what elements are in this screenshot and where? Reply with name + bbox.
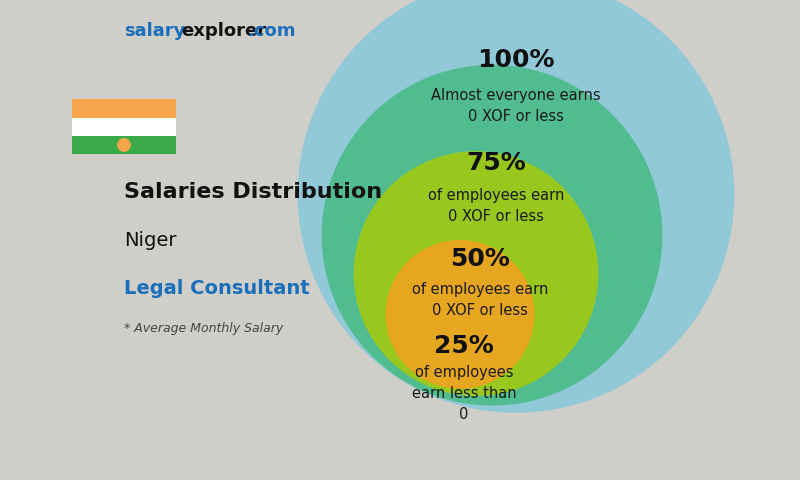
Text: explorer: explorer bbox=[182, 22, 266, 40]
Ellipse shape bbox=[386, 240, 534, 389]
Ellipse shape bbox=[117, 138, 131, 152]
Text: Salaries Distribution: Salaries Distribution bbox=[124, 182, 382, 202]
FancyBboxPatch shape bbox=[72, 136, 176, 154]
Text: 50%: 50% bbox=[450, 247, 510, 271]
FancyBboxPatch shape bbox=[72, 99, 176, 118]
Text: Almost everyone earns
0 XOF or less: Almost everyone earns 0 XOF or less bbox=[431, 87, 601, 123]
Text: of employees
earn less than
0: of employees earn less than 0 bbox=[412, 365, 516, 422]
Text: of employees earn
0 XOF or less: of employees earn 0 XOF or less bbox=[428, 188, 564, 224]
FancyBboxPatch shape bbox=[72, 118, 176, 136]
Text: salary: salary bbox=[124, 22, 186, 40]
Text: Niger: Niger bbox=[124, 230, 177, 250]
Text: of employees earn
0 XOF or less: of employees earn 0 XOF or less bbox=[412, 282, 548, 318]
Ellipse shape bbox=[298, 0, 734, 413]
Text: 75%: 75% bbox=[466, 151, 526, 175]
Text: Legal Consultant: Legal Consultant bbox=[124, 278, 310, 298]
Ellipse shape bbox=[354, 151, 598, 396]
Text: .com: .com bbox=[247, 22, 296, 40]
Text: * Average Monthly Salary: * Average Monthly Salary bbox=[124, 322, 283, 336]
Text: 100%: 100% bbox=[478, 48, 554, 72]
Ellipse shape bbox=[322, 65, 662, 406]
Text: 25%: 25% bbox=[434, 334, 494, 358]
